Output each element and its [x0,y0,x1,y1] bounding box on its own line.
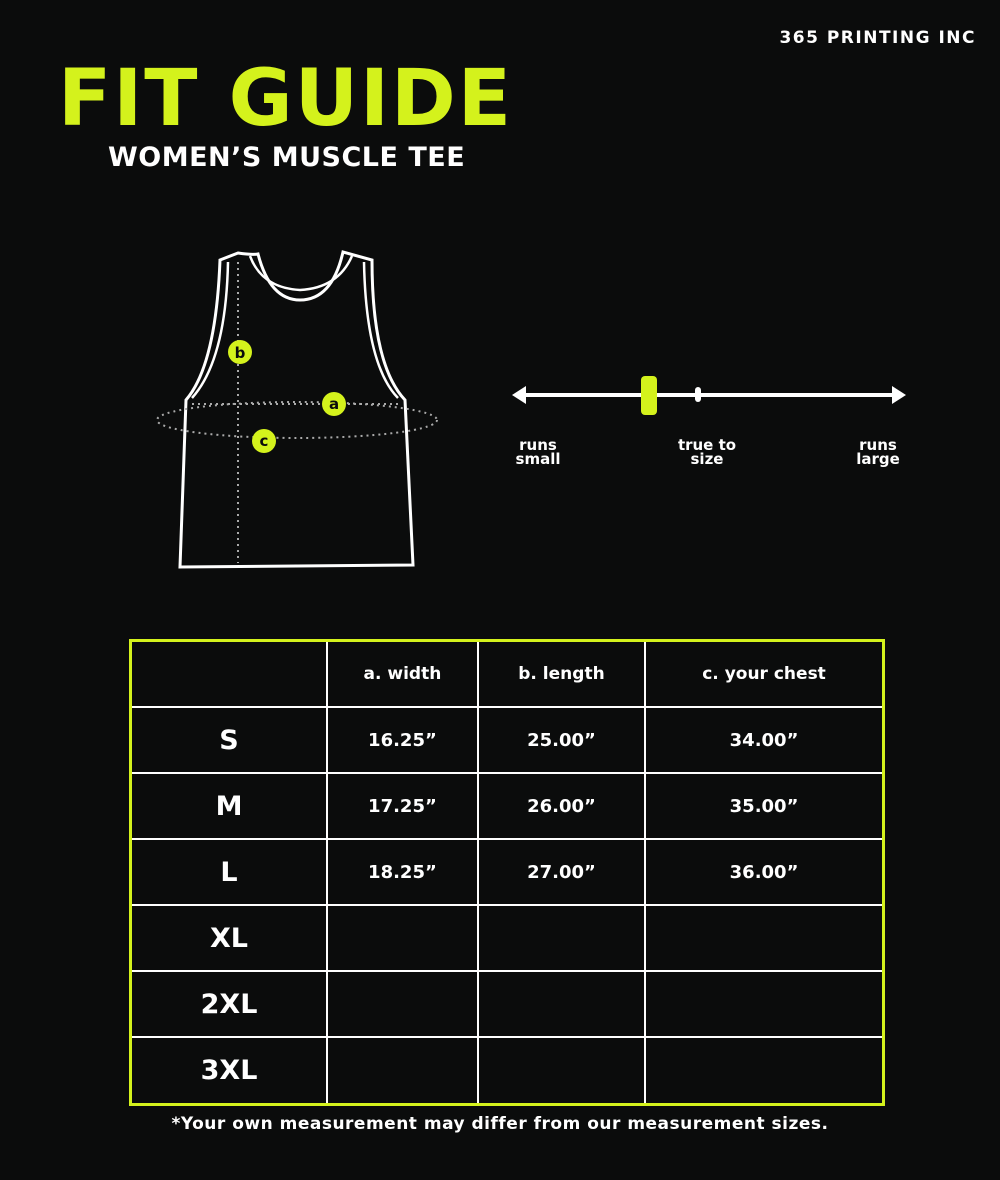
page-title: FIT GUIDE [58,54,514,144]
tank-top-diagram [178,250,415,569]
table-row: 2XL [130,970,884,1039]
arrow-left-icon [512,386,526,404]
size-chart-table: a. width b. length c. your chest S 16.25”… [129,639,885,1106]
cell-chest: 35.00” [644,772,884,841]
cell-width [326,904,479,973]
table-row: XL [130,904,884,973]
cell-length [476,970,647,1039]
label-runs-small: runs small [515,436,561,468]
svg-text:a: a [329,395,339,413]
cell-width: 18.25” [326,838,479,907]
table-row: M 17.25” 26.00” 35.00” [130,772,884,841]
marker-c: c [252,429,276,453]
header-length: b. length [476,640,647,708]
cell-width: 17.25” [326,772,479,841]
brand-name: 365 PRINTING INC [779,28,976,48]
cell-length [476,1036,647,1105]
cell-size: S [130,705,328,775]
label-true-to-size: true to size [677,436,737,468]
armhole-right-inner [362,261,399,399]
cell-chest [644,970,884,1039]
cell-length: 25.00” [476,705,647,775]
cell-chest: 36.00” [644,838,884,907]
svg-text:c: c [260,432,269,450]
cell-width: 16.25” [326,705,479,775]
armhole-left-inner [191,261,230,399]
cell-length: 27.00” [476,838,647,907]
label-runs-large: runs large [856,436,900,468]
cell-length: 26.00” [476,772,647,841]
cell-chest [644,1036,884,1105]
chest-ellipse [156,401,438,439]
cell-chest [644,904,884,973]
graphics-layer: b a c [156,250,906,569]
footnote: *Your own measurement may differ from ou… [171,1114,829,1134]
table-row: S 16.25” 25.00” 34.00” [130,705,884,775]
marker-a: a [322,392,346,416]
cell-size: 2XL [130,970,328,1039]
cell-chest: 34.00” [644,705,884,775]
header-blank [130,640,328,708]
fit-scale [512,376,906,415]
neck-inner [248,255,354,292]
header-chest: c. your chest [644,640,884,708]
cell-size: L [130,838,328,907]
cell-size: XL [130,904,328,973]
cell-size: 3XL [130,1036,328,1105]
page-subtitle: WOMEN’S MUSCLE TEE [108,142,466,173]
true-to-size-tick [695,387,701,402]
measure-lines [156,262,438,563]
table-row: 3XL [130,1036,884,1105]
table-row: L 18.25” 27.00” 36.00” [130,838,884,907]
header-width: a. width [326,640,479,708]
cell-length [476,904,647,973]
tank-outline [178,250,415,569]
svg-text:b: b [235,344,246,362]
cell-width [326,970,479,1039]
arrow-right-icon [892,386,906,404]
marker-b: b [228,340,252,364]
cell-size: M [130,772,328,841]
fit-indicator [641,376,657,415]
table-header-row: a. width b. length c. your chest [130,640,884,708]
cell-width [326,1036,479,1105]
